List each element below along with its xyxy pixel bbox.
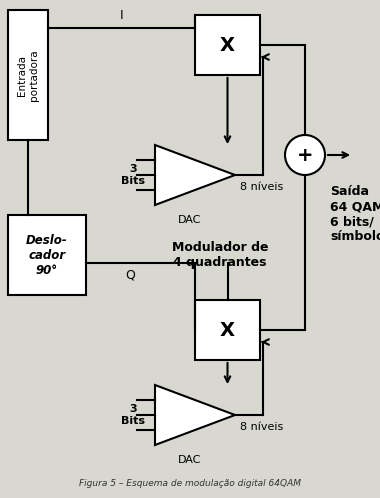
Bar (8, 10, 48, 140)
Text: +: + (297, 145, 313, 164)
Circle shape (285, 135, 325, 175)
Text: X: X (220, 35, 235, 54)
Text: DAC: DAC (178, 455, 202, 465)
Text: 8 níveis: 8 níveis (240, 182, 283, 192)
Text: X: X (220, 321, 235, 340)
Text: Saída
64 QAM
6 bits/
símbolo: Saída 64 QAM 6 bits/ símbolo (330, 185, 380, 243)
Text: 3
Bits: 3 Bits (121, 164, 145, 186)
Text: Q: Q (125, 268, 135, 281)
Text: DAC: DAC (178, 215, 202, 225)
Text: 8 níveis: 8 níveis (240, 422, 283, 432)
Text: Entrada
portadora: Entrada portadora (17, 49, 39, 101)
Polygon shape (155, 385, 235, 445)
Polygon shape (155, 145, 235, 205)
Bar (195, 300, 260, 360)
Bar (8, 215, 86, 295)
Bar (195, 15, 260, 75)
Text: Modulador de
4 quadrantes: Modulador de 4 quadrantes (172, 241, 268, 269)
Text: Deslo-
cador
90°: Deslo- cador 90° (26, 234, 68, 276)
Text: I: I (120, 9, 124, 22)
Text: 3
Bits: 3 Bits (121, 404, 145, 426)
Text: Figura 5 – Esquema de modulação digital 64QAM: Figura 5 – Esquema de modulação digital … (79, 479, 301, 488)
